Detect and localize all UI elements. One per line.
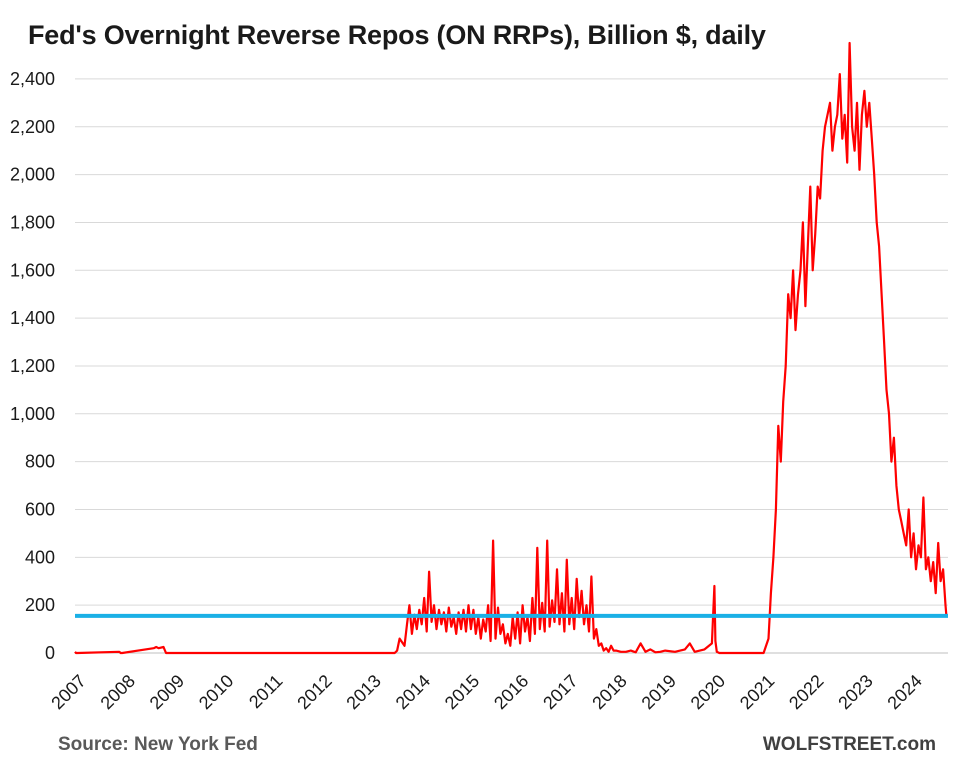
x-tick-label: 2023 (834, 671, 876, 713)
y-tick-label: 600 (25, 499, 55, 519)
y-tick-label: 1,800 (10, 212, 55, 232)
chart-title: Fed's Overnight Reverse Repos (ON RRPs),… (28, 20, 766, 50)
x-tick-label: 2014 (392, 671, 434, 713)
y-tick-label: 200 (25, 595, 55, 615)
x-tick-label: 2022 (785, 671, 827, 713)
y-tick-label: 2,400 (10, 69, 55, 89)
x-tick-label: 2016 (490, 671, 532, 713)
x-tick-label: 2011 (245, 671, 287, 713)
y-tick-label: 2,000 (10, 165, 55, 185)
gridlines (75, 78, 948, 654)
x-tick-label: 2018 (588, 671, 630, 713)
x-tick-label: 2007 (47, 671, 89, 713)
x-tick-label: 2013 (342, 671, 384, 713)
x-tick-label: 2012 (293, 671, 335, 713)
watermark: WOLFSTREET.com (762, 734, 936, 755)
x-tick-label: 2015 (441, 671, 483, 713)
y-tick-label: 1,400 (10, 308, 55, 328)
y-tick-label: 1,200 (10, 356, 55, 376)
x-axis-ticks: 2007 2008 2009 2010 2011 2012 2013 2014 2015 2016… (47, 671, 926, 713)
x-tick-label: 2017 (539, 671, 581, 713)
y-tick-label: 2,200 (10, 117, 55, 137)
x-tick-label: 2019 (638, 671, 680, 713)
y-tick-label: 0 (45, 643, 55, 663)
line-chart: 0 200 400 600 800 1,000 1,200 1,400 1,600 1,800 2,… (10, 41, 948, 713)
y-tick-label: 800 (25, 452, 55, 472)
x-tick-label: 2008 (97, 671, 139, 713)
y-tick-label: 1,600 (10, 260, 55, 280)
series-line-on-rrp (74, 41, 948, 655)
series-layer (74, 41, 948, 655)
y-axis-ticks: 0 200 400 600 800 1,000 1,200 1,400 1,600 1,800 2,… (10, 69, 55, 663)
x-tick-label: 2021 (736, 671, 778, 713)
y-tick-label: 400 (25, 547, 55, 567)
y-tick-label: 1,000 (10, 404, 55, 424)
x-tick-label: 2009 (146, 671, 188, 713)
x-tick-label: 2010 (195, 671, 237, 713)
source-note: Source: New York Fed (58, 734, 258, 755)
x-tick-label: 2020 (687, 671, 729, 713)
x-tick-label: 2024 (883, 671, 925, 713)
